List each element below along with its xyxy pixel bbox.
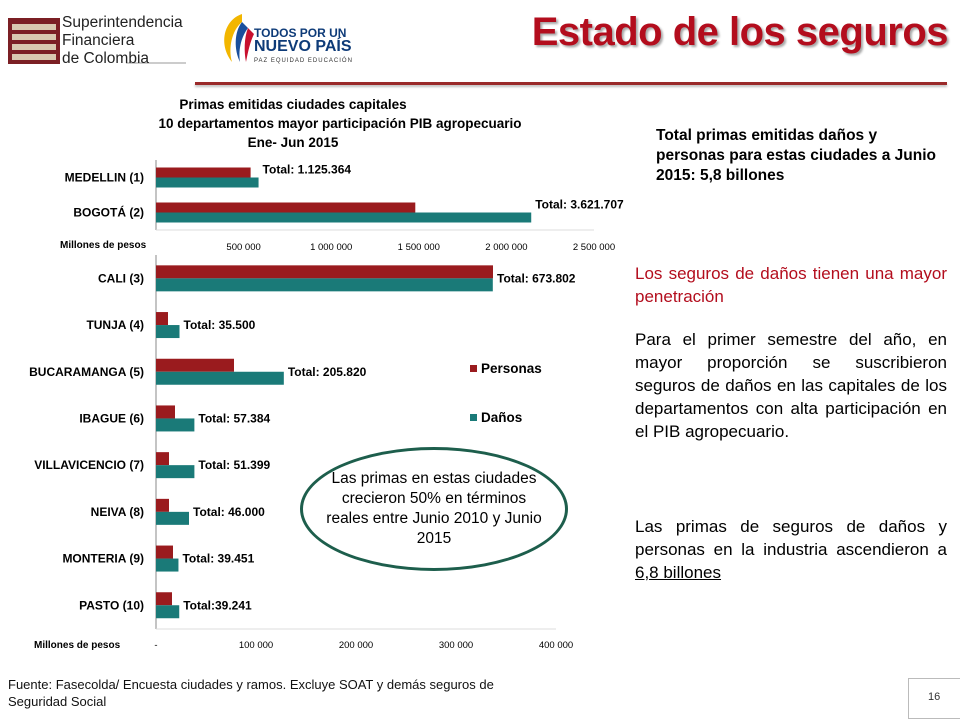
total-label: Total: 57.384 — [198, 411, 270, 425]
bar-personas — [156, 167, 251, 178]
government-logo-icon — [224, 14, 254, 62]
bar-danos — [156, 177, 259, 188]
callout-text: Las primas en estas ciudades crecieron 5… — [326, 470, 542, 547]
x-tick-label: 1 000 000 — [310, 242, 352, 253]
page-number: 16 — [928, 691, 941, 703]
gov-slogan-line-1: TODOS POR UN — [254, 26, 347, 40]
org-name-line-1: Superintendencia — [62, 14, 183, 31]
chart-title-line-3: Ene- Jun 2015 — [248, 135, 339, 150]
total-label: Total: 205.820 — [288, 365, 367, 379]
org-name-line-2: Financiera — [62, 32, 135, 49]
category-label: IBAGUE (6) — [79, 411, 144, 425]
bar-danos — [156, 605, 180, 619]
bar-danos — [156, 212, 532, 223]
category-label: MONTERIA (9) — [62, 552, 144, 566]
category-label: TUNJA (4) — [86, 318, 144, 332]
x-tick-label: 1 500 000 — [398, 242, 440, 253]
legend-label-personas: Personas — [481, 361, 542, 376]
org-name: Superintendencia Financiera de Colombia — [62, 14, 183, 68]
x-tick-label: 2 500 000 — [573, 242, 615, 253]
category-label: BOGOTÁ (2) — [73, 205, 144, 220]
footer-divider — [908, 718, 960, 719]
paragraph-semester: Para el primer semestre del año, en mayo… — [635, 330, 947, 441]
bar-personas — [156, 312, 168, 326]
bar-personas — [156, 545, 173, 559]
x-tick-label: 400 000 — [539, 640, 573, 651]
chart-legend: Personas Daños — [470, 361, 542, 425]
bar-danos — [156, 325, 180, 339]
title-divider — [195, 82, 947, 85]
chart-title-line-1: Primas emitidas ciudades capitales — [179, 97, 406, 112]
primas-bar-chart: Primas emitidas ciudades capitales 10 de… — [29, 97, 624, 651]
total-label: Total:39.241 — [183, 598, 252, 612]
bar-danos — [156, 371, 284, 385]
bar-danos — [156, 278, 493, 292]
x-axis-label: Millones de pesos — [60, 240, 147, 251]
bar-danos — [156, 511, 189, 525]
total-note: Total primas emitidas daños y personas p… — [656, 127, 936, 184]
bar-danos — [156, 418, 195, 432]
growth-callout: Las primas en estas ciudades crecieron 5… — [300, 447, 568, 571]
page-number-box — [908, 678, 960, 719]
x-tick-label: 200 000 — [339, 640, 373, 651]
category-label: PASTO (10) — [79, 598, 144, 612]
category-label: CALI (3) — [98, 271, 144, 285]
category-label: NEIVA (8) — [91, 505, 144, 519]
legend-swatch-personas — [470, 365, 477, 372]
x-tick-label: - — [154, 640, 157, 651]
category-label: MEDELLIN (1) — [65, 171, 144, 185]
paragraph-industry-text: Las primas de seguros de daños y persona… — [635, 517, 947, 559]
bar-danos — [156, 465, 195, 479]
chart-title-line-2: 10 departamentos mayor participación PIB… — [158, 116, 521, 131]
category-label: VILLAVICENCIO (7) — [34, 458, 144, 472]
total-label: Total: 3.621.707 — [535, 198, 624, 212]
bar-personas — [156, 405, 175, 419]
total-label: Total: 46.000 — [193, 505, 265, 519]
bar-personas — [156, 592, 172, 606]
legend-swatch-danos — [470, 414, 477, 421]
x-tick-label: 2 000 000 — [485, 242, 527, 253]
chart-title: Primas emitidas ciudades capitales 10 de… — [158, 97, 521, 150]
superintendencia-logo-icon — [8, 18, 186, 64]
paragraph-industry: Las primas de seguros de daños y persona… — [635, 515, 947, 584]
source-note: Fuente: Fasecolda/ Encuesta ciudades y r… — [8, 677, 494, 709]
x-axis-label: Millones de pesos — [34, 640, 121, 651]
legend-label-danos: Daños — [481, 410, 522, 425]
bar-personas — [156, 202, 416, 213]
x-tick-label: 300 000 — [439, 640, 473, 651]
x-tick-label: 500 000 — [226, 242, 260, 253]
bar-personas — [156, 498, 169, 512]
bar-personas — [156, 452, 169, 466]
penetration-heading: Los seguros de daños tienen una mayor pe… — [635, 264, 947, 306]
x-tick-label: 100 000 — [239, 640, 273, 651]
org-name-line-3: de Colombia — [62, 50, 150, 67]
industry-total-value: 6,8 billones — [635, 563, 722, 582]
gov-slogan-line-3: PAZ EQUIDAD EDUCACIÓN — [254, 58, 353, 64]
page-title: Estado de los seguros — [531, 10, 949, 54]
total-label: Total: 1.125.364 — [263, 163, 352, 177]
bar-danos — [156, 558, 179, 572]
category-label: BUCARAMANGA (5) — [29, 365, 144, 379]
total-label: Total: 39.451 — [182, 552, 254, 566]
gov-slogan-line-2: NUEVO PAÍS — [254, 38, 352, 55]
total-label: Total: 35.500 — [184, 318, 256, 332]
bar-personas — [156, 358, 234, 372]
bar-personas — [156, 265, 493, 279]
total-label: Total: 673.802 — [497, 271, 576, 285]
total-label: Total: 51.399 — [198, 458, 270, 472]
